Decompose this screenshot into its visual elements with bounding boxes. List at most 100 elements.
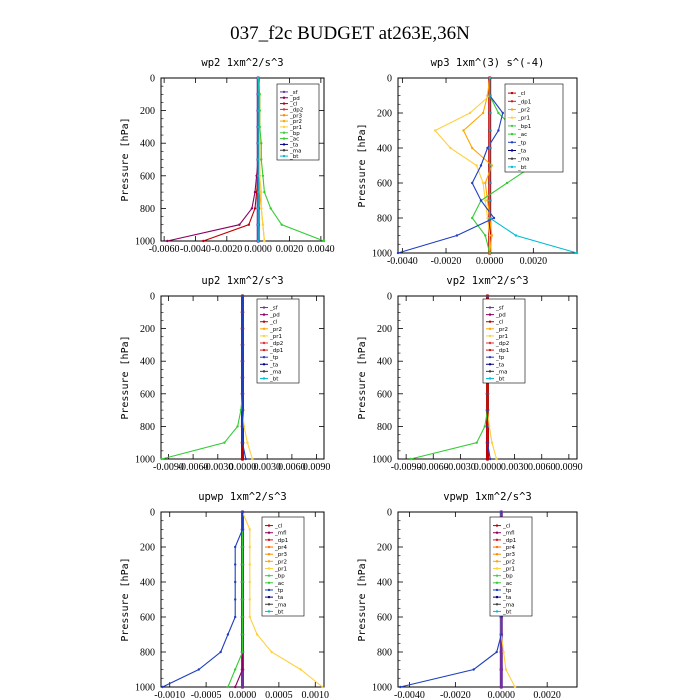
legend-marker [510, 100, 514, 103]
legend-marker [510, 108, 514, 111]
legend-entry: _ma [289, 148, 301, 154]
legend-marker [282, 90, 286, 94]
series-point [471, 146, 474, 150]
legend-entry: _pr3 [502, 552, 516, 558]
legend-marker [495, 581, 499, 585]
legend-marker [262, 334, 266, 338]
series-point [240, 457, 245, 461]
legend: _cl_mfl_dp1_pr4_pr3_pr2_pr1_bp_ac_tp_ta_… [489, 516, 533, 617]
series-point [488, 76, 491, 80]
y-tick-label: 400 [140, 578, 155, 589]
legend-entry: _dp1 [269, 348, 283, 354]
series-point [499, 650, 504, 654]
series-point [160, 457, 163, 461]
legend-marker [262, 341, 266, 345]
legend: _sf_pd_cl_pr2_pr1_dp2_dp1_tp_ta_ma_bt [482, 298, 526, 384]
y-tick-label: 0 [387, 74, 392, 85]
x-tick-label: -0.0090 [391, 462, 422, 473]
series-point [396, 251, 400, 255]
legend-marker [262, 370, 266, 373]
legend-entry: _cl [274, 524, 283, 530]
series-point [260, 207, 263, 210]
legend-marker [495, 538, 499, 542]
legend-entry: _tp [274, 588, 284, 594]
series-point [226, 685, 230, 689]
y-tick-label: 600 [377, 613, 392, 624]
legend-marker [282, 114, 286, 117]
series-point [234, 668, 237, 671]
series-point [490, 234, 494, 237]
series-point [257, 93, 260, 96]
legend-marker [510, 165, 514, 169]
series-point [161, 685, 164, 689]
series-point [488, 216, 491, 220]
series-point [490, 164, 494, 167]
series-point [575, 251, 579, 255]
y-tick-label: 0 [150, 74, 155, 85]
legend-entry: _pd [289, 96, 300, 102]
series-point [263, 190, 266, 194]
x-tick-label: 0.0060 [278, 462, 306, 473]
legend-entry: _pr2 [495, 327, 508, 333]
x-tick-label: 0.0010 [302, 690, 330, 700]
series-point [479, 199, 483, 202]
legend-marker [262, 348, 266, 352]
legend-entry: _ma [274, 602, 286, 608]
y-tick-label: 1000 [135, 237, 155, 248]
series-point [270, 650, 273, 654]
series-point [257, 174, 260, 177]
y-tick-label: 400 [140, 139, 155, 150]
legend-entry: _bt [289, 154, 299, 160]
y-tick-label: 800 [140, 204, 155, 215]
legend-marker [262, 363, 266, 366]
legend-marker [262, 377, 266, 380]
series-point [488, 425, 491, 428]
series-point [257, 190, 260, 194]
x-tick-label: -0.0020 [440, 690, 471, 700]
legend-entry: _tp [517, 140, 527, 146]
x-tick-label: -0.0030 [445, 462, 476, 473]
legend-marker [267, 567, 271, 570]
x-tick-label: 0.0000 [229, 462, 257, 473]
legend-marker [267, 574, 271, 577]
legend-entry: _cl [289, 102, 298, 108]
series-line-tp [400, 512, 502, 688]
series-point [488, 199, 491, 202]
y-axis-label: Pressure [hPa] [120, 557, 131, 641]
y-tick-label: 400 [377, 144, 392, 155]
legend-marker [282, 149, 286, 152]
legend-marker [262, 327, 266, 331]
legend-marker [488, 334, 492, 338]
legend-marker [488, 348, 492, 352]
series-point [241, 545, 244, 549]
y-tick-label: 400 [377, 578, 392, 589]
series-point [449, 146, 452, 150]
legend-entry: _bp [289, 131, 300, 137]
series-point [257, 158, 260, 161]
legend-marker [488, 370, 492, 373]
series-point [241, 650, 244, 654]
legend-box [504, 83, 564, 173]
x-tick-label: -0.0040 [387, 256, 418, 267]
series-point [322, 239, 326, 243]
series-point [486, 425, 489, 428]
y-tick-label: 800 [377, 422, 392, 433]
legend-marker [267, 610, 271, 613]
series-point [486, 94, 489, 97]
legend-marker [262, 313, 266, 316]
legend-entry: _pr3 [289, 113, 303, 119]
legend: _sf_pd_cl_pr2_pr1_dp2_dp1_tp_ta_ma_bt [256, 298, 300, 384]
legend-marker [495, 595, 499, 599]
series-point [486, 441, 489, 444]
legend-entry: _dp1 [517, 99, 531, 105]
legend-marker [262, 306, 266, 309]
y-tick-label: 800 [377, 214, 392, 225]
chart-panel-4: vp2 1xm^2/s^3 Pressure [hPa] 0 200 400 600 800… [357, 275, 583, 473]
legend-box [256, 298, 300, 384]
series-point [257, 207, 260, 210]
series-point [257, 239, 260, 243]
panel-title: up2 1xm^2/s^3 [201, 275, 283, 287]
series-point [234, 580, 237, 584]
legend-marker [488, 363, 492, 366]
y-tick-label: 200 [140, 543, 155, 554]
